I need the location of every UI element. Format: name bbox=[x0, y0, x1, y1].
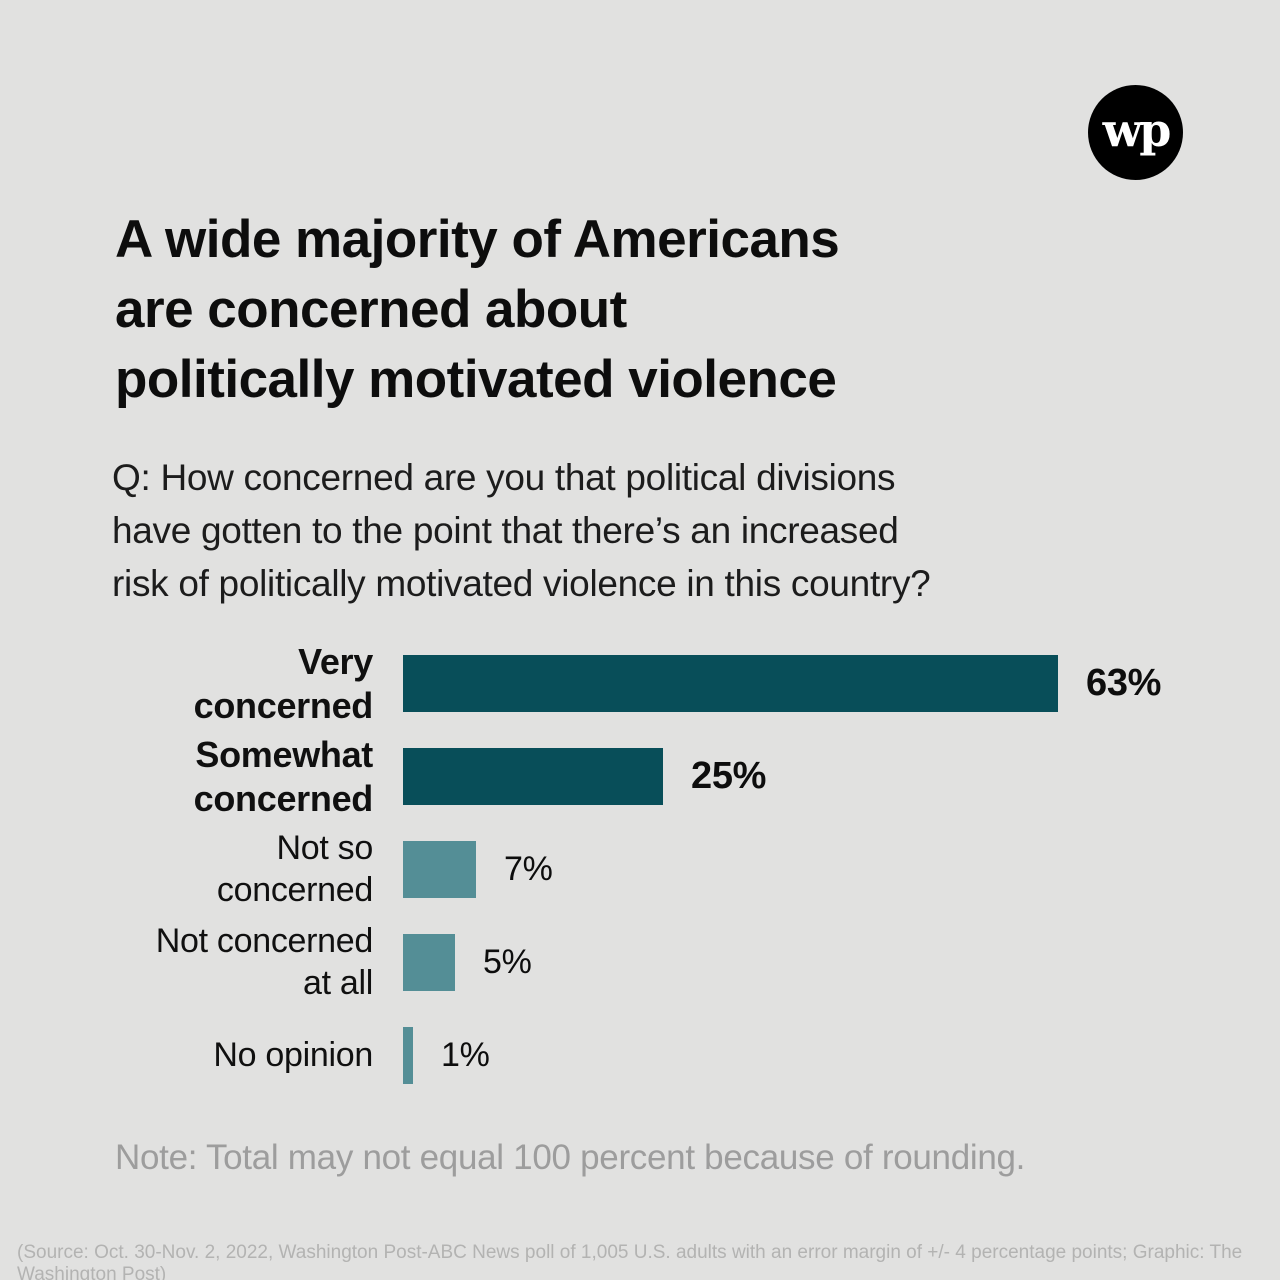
bar bbox=[403, 841, 476, 898]
value-label: 1% bbox=[441, 1036, 490, 1074]
poll-question: Q: How concerned are you that political … bbox=[112, 457, 931, 604]
source-line: (Source: Oct. 30-Nov. 2, 2022, Washingto… bbox=[17, 1242, 1243, 1280]
bar-area: 5% bbox=[403, 934, 532, 991]
wp-logo-monogram: wp bbox=[1102, 102, 1172, 157]
category-label: No opinion bbox=[213, 1035, 373, 1074]
bar-row: No opinion 1% bbox=[115, 1009, 1215, 1102]
category-label: Somewhat concerned bbox=[193, 733, 374, 819]
bar-chart: Very concerned 63% Somewhat concerned 25% No… bbox=[115, 637, 1215, 1102]
bar-row: Very concerned 63% bbox=[115, 637, 1215, 730]
bar-row: Somewhat concerned 25% bbox=[115, 730, 1215, 823]
bar-area: 7% bbox=[403, 841, 553, 898]
bar bbox=[403, 934, 455, 991]
category-label: Not so concerned bbox=[216, 829, 373, 909]
category-label: Not concerned at all bbox=[155, 922, 374, 1002]
chart-title: A wide majority of Americans are concern… bbox=[115, 210, 840, 409]
rounding-note: Note: Total may not equal 100 percent be… bbox=[115, 1138, 1026, 1177]
value-label: 63% bbox=[1086, 662, 1162, 704]
bar-area: 63% bbox=[403, 655, 1161, 712]
category-label: Very concerned bbox=[193, 640, 374, 726]
value-label: 5% bbox=[483, 943, 532, 981]
bar bbox=[403, 748, 663, 805]
bar-row: Not concerned at all 5% bbox=[115, 916, 1215, 1009]
bar bbox=[403, 1027, 413, 1084]
bar-area: 25% bbox=[403, 748, 766, 805]
bar-row: Not so concerned 7% bbox=[115, 823, 1215, 916]
value-label: 7% bbox=[504, 850, 553, 888]
bar-area: 1% bbox=[403, 1027, 490, 1084]
bar bbox=[403, 655, 1058, 712]
value-label: 25% bbox=[691, 755, 767, 797]
washington-post-logo: wp bbox=[1088, 85, 1183, 180]
